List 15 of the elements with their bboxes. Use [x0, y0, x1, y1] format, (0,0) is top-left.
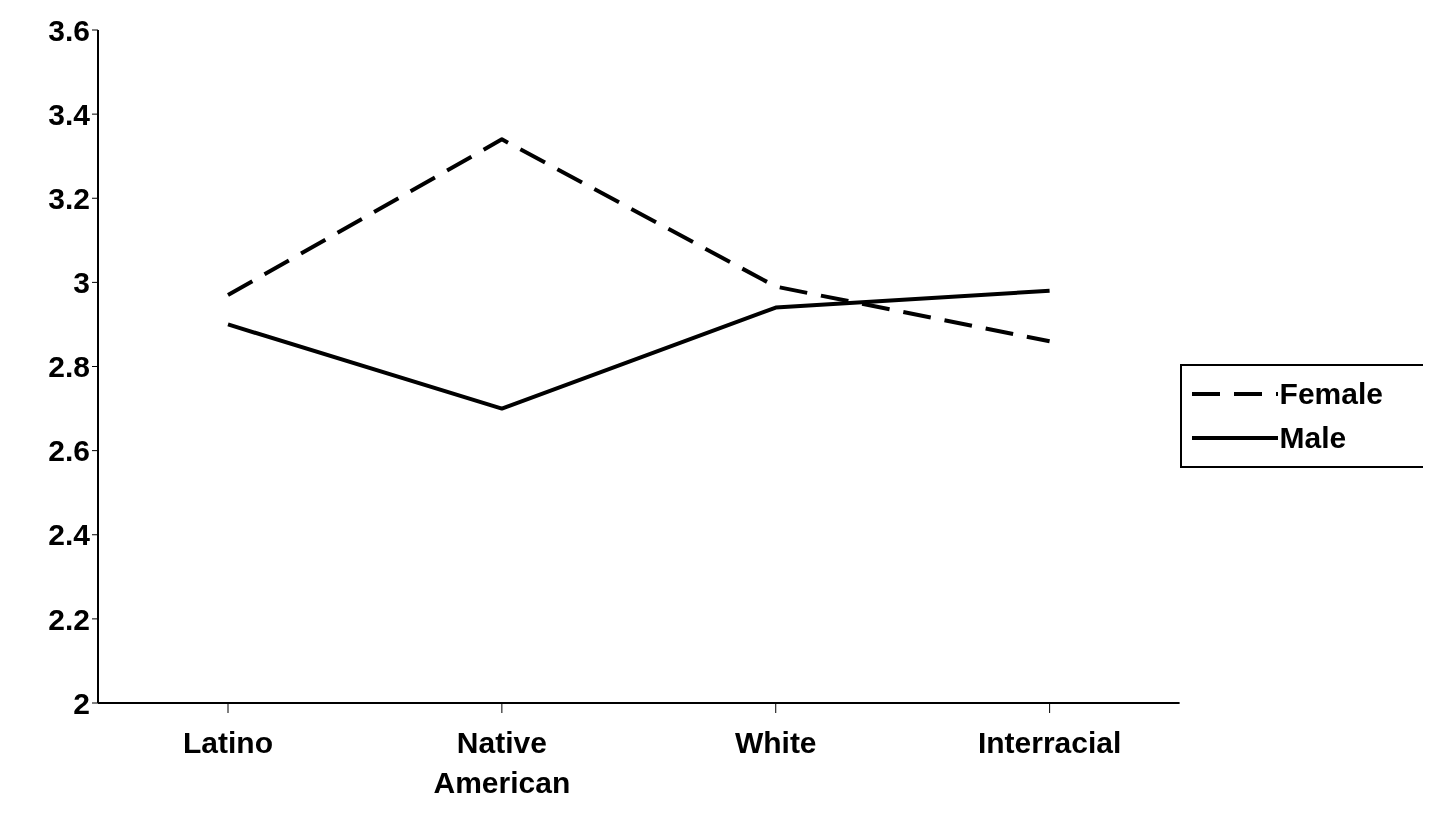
y-tick-label: 3.4	[48, 97, 91, 131]
y-tick-label: 2.6	[48, 434, 90, 468]
y-tick-label: 2	[73, 686, 90, 720]
y-tick-label: 2.4	[48, 518, 91, 552]
x-tick-label: Latino	[183, 726, 273, 759]
x-tick-label: Interracial	[977, 726, 1122, 759]
x-tick-label: Native American	[433, 726, 571, 799]
legend-label: Female	[1279, 376, 1383, 411]
y-tick-label: 3	[73, 266, 90, 300]
y-tick-label: 2.8	[48, 350, 90, 384]
y-tick-label: 2.2	[48, 602, 90, 636]
y-tick-label: 3.2	[48, 181, 90, 215]
legend-label: Male	[1279, 420, 1347, 455]
x-tick-label: White	[734, 726, 817, 759]
y-tick-label: 3.6	[48, 13, 90, 47]
